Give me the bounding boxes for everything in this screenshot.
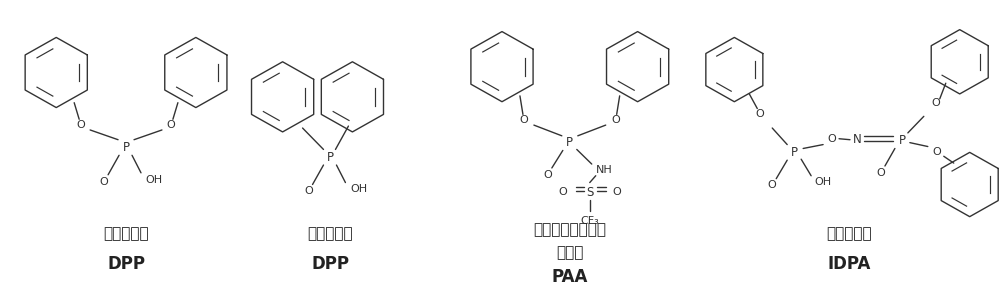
Text: O: O (543, 170, 552, 180)
Text: O: O (932, 148, 941, 157)
Text: O: O (520, 115, 528, 125)
Text: N: N (853, 133, 861, 146)
Text: O: O (100, 177, 108, 187)
Text: O: O (167, 120, 175, 130)
Text: S: S (586, 186, 593, 199)
Text: O: O (768, 181, 777, 191)
Text: DPP: DPP (107, 255, 145, 273)
Text: OH: OH (351, 184, 368, 194)
Text: P: P (123, 141, 130, 154)
Text: IDPA: IDPA (827, 255, 871, 273)
Text: OH: OH (145, 175, 163, 185)
Text: P: P (327, 151, 334, 164)
Text: O: O (611, 115, 620, 125)
Text: O: O (755, 109, 764, 119)
Text: 磷酰三氟甲磺酸胺: 磷酰三氟甲磺酸胺 (533, 222, 606, 237)
Text: 三苯酯: 三苯酯 (556, 245, 583, 260)
Text: O: O (558, 187, 567, 197)
Text: O: O (77, 120, 86, 130)
Text: CF₃: CF₃ (580, 216, 599, 226)
Text: 二苯基磷酸: 二苯基磷酸 (308, 226, 353, 241)
Text: P: P (898, 134, 905, 147)
Text: 磷酸二苯酯: 磷酸二苯酯 (103, 226, 149, 241)
Text: NH: NH (596, 165, 613, 175)
Text: PAA: PAA (552, 268, 588, 286)
Text: O: O (877, 168, 885, 178)
Text: P: P (791, 146, 798, 159)
Text: OH: OH (815, 177, 832, 187)
Text: O: O (304, 186, 313, 196)
Text: O: O (612, 187, 621, 197)
Text: O: O (828, 134, 836, 144)
Text: 焦磷酸苯酯: 焦磷酸苯酯 (826, 226, 872, 241)
Text: O: O (931, 98, 940, 108)
Text: DPP: DPP (311, 255, 349, 273)
Text: P: P (566, 136, 573, 149)
